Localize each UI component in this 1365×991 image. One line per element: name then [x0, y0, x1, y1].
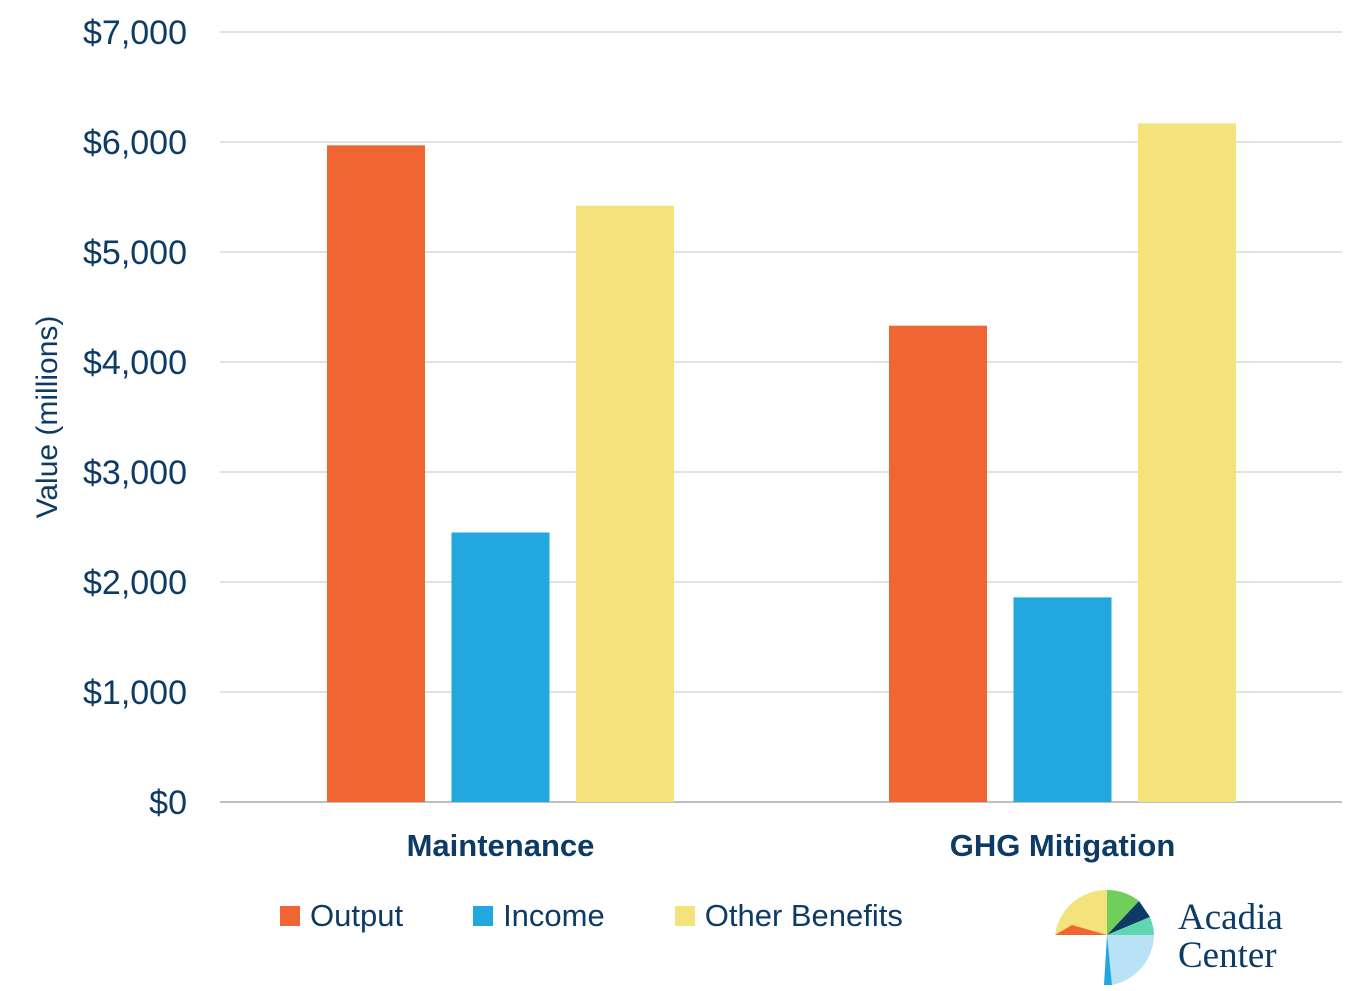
bar-income-maintenance [451, 532, 550, 802]
legend-label-other-benefits: Other Benefits [704, 898, 903, 933]
bar-chart: $0 $1,000 $2,000 $3,000 $4,000 $5,000 $6,000 $7… [31, 14, 1342, 863]
legend-item-other-benefits: Other Benefits [674, 898, 903, 934]
logo-text: Acadia Center [1178, 899, 1283, 975]
legend-label-income: Income [503, 898, 605, 933]
y-tick-label: $6,000 [83, 124, 187, 162]
bar-other-benefits-maintenance [576, 205, 674, 803]
bar-income-ghg-mitigation [1013, 597, 1112, 802]
legend-label-output: Output [310, 898, 404, 933]
x-category-label: Maintenance [407, 828, 595, 863]
acadia-center-logo: Acadia Center [1052, 887, 1352, 987]
bars [327, 123, 1236, 803]
y-tick-label: $4,000 [83, 344, 187, 382]
y-tick-label: $5,000 [83, 234, 187, 272]
y-tick-labels: $0 $1,000 $2,000 $3,000 $4,000 $5,000 $6,000 $7… [83, 14, 187, 822]
x-category-label: GHG Mitigation [950, 828, 1176, 863]
legend-item-output: Output [280, 898, 403, 934]
y-axis-label: Value (millions) [31, 316, 64, 519]
legend-swatch-output [280, 906, 300, 926]
y-tick-label: $1,000 [83, 674, 187, 712]
bar-other-benefits-ghg-mitigation [1138, 123, 1236, 803]
y-tick-label: $0 [149, 784, 187, 822]
legend: Output Income Other Benefits [280, 898, 973, 934]
legend-item-income: Income [473, 898, 605, 934]
y-tick-label: $7,000 [83, 14, 187, 52]
category-labels: Maintenance GHG Mitigation [407, 828, 1176, 863]
logo-mark-icon [1055, 889, 1154, 985]
bar-output-maintenance [327, 145, 425, 803]
y-tick-label: $3,000 [83, 454, 187, 492]
legend-swatch-other-benefits [674, 906, 695, 926]
bar-output-ghg-mitigation [889, 325, 987, 802]
legend-swatch-income [473, 906, 494, 926]
logo-text-line1: Acadia [1178, 897, 1283, 938]
y-tick-label: $2,000 [83, 564, 187, 602]
logo-text-line2: Center [1178, 935, 1277, 976]
